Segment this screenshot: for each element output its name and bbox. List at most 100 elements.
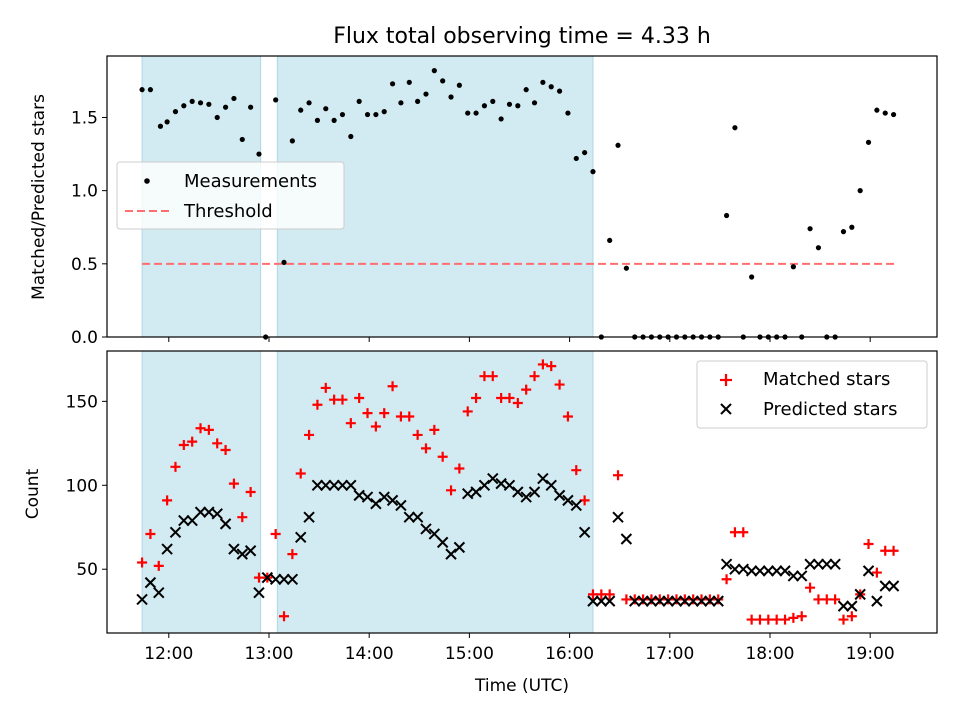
matched-star-point: [203, 424, 214, 435]
x-tick-label: 12:00: [144, 644, 193, 664]
matched-star-point: [654, 594, 665, 605]
top-legend: Measurements Threshold: [116, 161, 345, 230]
matched-star-point: [721, 574, 732, 585]
predicted-star-point: [812, 558, 825, 570]
bottom-legend: Matched stars Predicted stars: [696, 360, 928, 429]
predicted-star-point: [320, 479, 332, 491]
predicted-star-point: [403, 511, 415, 523]
measurement-point: [548, 84, 554, 90]
measurement-point: [306, 100, 312, 106]
predicted-star-point: [395, 499, 407, 512]
matched-star-point: [688, 594, 699, 605]
predicted-star-point: [821, 558, 833, 570]
y-tick-label: 100: [66, 476, 98, 496]
x-tick-label: 14:00: [345, 644, 394, 664]
measurement-point: [815, 245, 822, 251]
legend-predicted-label: Predicted stars: [763, 399, 897, 420]
matched-star-point: [362, 408, 373, 419]
measurement-point: [540, 79, 546, 85]
predicted-star-point: [770, 565, 783, 577]
predicted-star-point: [578, 526, 591, 538]
measurement-point: [181, 103, 187, 109]
predicted-star-point: [169, 526, 182, 538]
matched-star-point: [871, 567, 882, 578]
matched-star-point: [763, 614, 774, 625]
predicted-star-point: [704, 595, 716, 607]
measurement-point: [623, 265, 629, 271]
matched-star-point: [295, 468, 306, 479]
legend-measurements-label: Measurements: [184, 171, 317, 192]
measurement-point: [565, 110, 571, 116]
measurement-point: [139, 87, 145, 93]
predicted-star-point: [562, 494, 574, 507]
predicted-star-point: [361, 491, 374, 503]
measurement-point: [531, 100, 538, 106]
predicted-star-point: [754, 565, 766, 577]
matched-star-point: [337, 394, 348, 405]
x-tick-label: 15:00: [445, 644, 494, 664]
matched-star-point: [496, 393, 507, 403]
measurement-point: [498, 116, 504, 122]
matched-star-point: [529, 371, 540, 382]
bottom-x-ticks: 12:00 13:00 14:00 15:00 16:00 17:00 18:00 19:00: [144, 633, 895, 664]
matched-star-point: [813, 594, 824, 605]
matched-star-point: [479, 371, 490, 382]
top-x-ticks: [168, 337, 871, 342]
predicted-star-point: [411, 511, 424, 523]
measurement-point: [890, 111, 897, 118]
predicted-star-point: [595, 595, 608, 607]
predicted-star-point: [378, 491, 390, 503]
predicted-star-point: [603, 595, 616, 607]
top-legend-frame: [116, 161, 345, 230]
measurement-point: [373, 111, 379, 118]
legend-matched-marker: [720, 374, 732, 386]
predicted-star-point: [253, 587, 265, 599]
predicted-star-point: [286, 573, 299, 585]
matched-star-point: [771, 614, 782, 625]
measurement-point: [172, 109, 179, 115]
matched-star-point: [663, 594, 674, 605]
predicted-star-point: [796, 570, 808, 582]
matched-star-point: [370, 421, 381, 432]
predicted-star-point: [745, 565, 758, 577]
measurement-point: [197, 100, 204, 106]
legend-predicted-marker: [720, 403, 732, 415]
measurement-point: [790, 264, 796, 270]
matched-star-point: [604, 589, 615, 600]
predicted-star-point: [520, 491, 532, 503]
measurement-point: [323, 106, 329, 112]
measurement-point: [147, 87, 154, 93]
matched-star-point: [729, 527, 740, 538]
matched-star-point: [671, 594, 682, 605]
measurement-point: [398, 100, 404, 106]
measurement-point: [840, 229, 847, 235]
bottom-y-ticks: 50 100 150: [66, 392, 107, 580]
matched-star-point: [629, 594, 640, 605]
predicted-star-point: [629, 595, 641, 607]
top-axes-frame: [106, 55, 938, 338]
measurement-point: [556, 88, 563, 94]
predicted-star-point: [236, 548, 248, 560]
matched-star-point: [279, 611, 290, 622]
predicted-star-point: [386, 494, 399, 507]
predicted-star-point: [879, 580, 891, 592]
y-tick-label: 50: [76, 560, 98, 580]
measurement-point: [248, 104, 254, 110]
measurement-point: [339, 111, 346, 118]
x-tick-label: 13:00: [244, 644, 293, 664]
y-tick-label: 1.5: [71, 108, 98, 128]
predicted-star-point: [178, 514, 190, 527]
matched-star-point: [187, 436, 198, 447]
shaded-interval: [141, 350, 262, 634]
matched-star-point: [805, 582, 816, 593]
measurement-point: [314, 117, 321, 123]
matched-star-point: [153, 560, 164, 571]
matched-star-point: [562, 411, 573, 422]
predicted-star-point: [846, 600, 858, 612]
predicted-star-point: [436, 536, 449, 549]
predicted-star-point: [637, 595, 649, 607]
matched-star-point: [796, 611, 807, 622]
predicted-star-point: [737, 563, 749, 575]
